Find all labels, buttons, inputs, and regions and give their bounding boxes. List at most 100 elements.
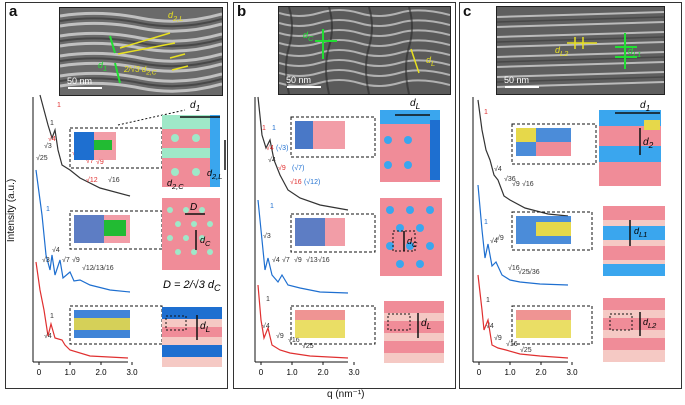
x-tick-label: 2.0: [95, 368, 107, 377]
tem-image-c: [496, 6, 665, 95]
x-tick-label: 2.0: [317, 368, 329, 377]
curve-b-mid: [257, 199, 349, 294]
sch-b-bot-dl: dL: [421, 318, 432, 331]
peak-label-b-top: √16: [290, 178, 302, 186]
sch-c-top-d1: d1: [640, 100, 651, 113]
peak-label-b-top: (√3): [276, 144, 288, 152]
tem-a-d1: d1: [98, 60, 108, 73]
peak-label-b-top: √4: [266, 144, 274, 152]
peak-label-c-mid: 1: [484, 219, 488, 226]
peak-label-b-top: 1: [272, 125, 276, 132]
peak-label-b-top: (√7): [292, 164, 304, 172]
tem-image-b: [278, 6, 451, 95]
sch-a-top-d2l: d2,L: [207, 168, 223, 181]
peak-label-a-mid: √13: [92, 264, 104, 272]
x-tick-label: 1.0: [286, 368, 298, 377]
x-axis-label: q (nm⁻¹): [327, 389, 365, 400]
tem-image-a: [59, 7, 223, 96]
axes-c: [472, 97, 568, 363]
x-tick-label: 1.0: [504, 368, 516, 377]
x-tick-label: 0: [477, 368, 482, 377]
peak-label-a-top: √12: [86, 176, 98, 184]
peak-label-a-top: 1: [50, 120, 54, 127]
panel-letter-c: c: [463, 3, 472, 20]
peak-label-a-mid: √4: [52, 246, 60, 254]
peak-label-b-mid: √9: [294, 256, 302, 264]
peak-label-c-top: √36: [504, 175, 516, 183]
peak-label-b-top: (√12): [304, 178, 320, 186]
schematic-b-bot: [290, 301, 444, 363]
peak-label-c-top: √16: [522, 180, 534, 188]
tem-c-dl2: dL2: [555, 45, 569, 58]
peak-label-a-top: √25: [36, 154, 48, 162]
tem-a-d2c: 2/√3 d2,C: [124, 65, 157, 77]
peak-label-a-top: √7: [86, 157, 94, 165]
peak-label-b-mid: √16: [318, 256, 330, 264]
panel-letter-b: b: [237, 3, 247, 20]
peak-label-c-top: 1: [484, 109, 488, 116]
tem-scale-label-b: 50 nm: [286, 75, 312, 85]
sch-a-bot-dl: dL: [200, 321, 211, 334]
peak-label-c-bot: √16: [506, 340, 518, 348]
peak-label-b-bot: √4: [262, 322, 270, 330]
peak-label-c-bot: √4: [486, 322, 494, 330]
tem-b-dc: dC: [303, 30, 314, 43]
axes-b: [254, 97, 348, 363]
peak-label-b-bot: √9: [276, 332, 284, 340]
peak-label-a-mid: √16: [102, 264, 114, 272]
curve-c-top: [477, 99, 569, 217]
schematic-c-top: [511, 110, 661, 186]
peak-label-c-mid: √25: [518, 268, 530, 276]
peak-label-b-mid: √4: [272, 256, 280, 264]
peak-label-a-mid: 1: [46, 206, 50, 213]
sch-a-mid-dc: dC: [200, 235, 211, 248]
schematic-b-top: [290, 110, 440, 182]
peak-label-b-mid: 1: [270, 203, 274, 210]
x-tick-label: 1.0: [64, 368, 76, 377]
sch-c-mid-dl1: dL1: [634, 226, 648, 239]
schematic-b-mid: [290, 198, 442, 276]
peak-label-a-mid: √3: [42, 256, 50, 264]
tem-c-dl1: dL1: [628, 46, 642, 59]
tem-a-d2l: d2,L: [168, 10, 184, 23]
peak-label-c-top: √4: [494, 165, 502, 173]
peak-label-c-bot: √9: [494, 334, 502, 342]
schematic-c-mid: [511, 206, 665, 276]
sch-a-mid-D: D: [190, 202, 198, 213]
sch-c-bot-dl2: dL2: [643, 317, 657, 330]
curve-b-top: [257, 96, 349, 211]
peak-label-a-top: √3: [44, 142, 52, 150]
x-tick-label: 0: [37, 368, 42, 377]
peak-label-a-top: 1: [57, 102, 61, 109]
peak-label-c-mid: √36: [528, 268, 540, 276]
x-tick-label: 3.0: [126, 368, 138, 377]
x-tick-label: 2.0: [535, 368, 547, 377]
schematic-a-bot: [69, 305, 222, 367]
peak-label-a-mid: √9: [72, 256, 80, 264]
curve-a-bot: [35, 261, 129, 359]
x-tick-label: 3.0: [348, 368, 360, 377]
peak-label-b-mid: √7: [282, 256, 290, 264]
tem-texture-c: [497, 7, 664, 94]
curve-c-bot: [477, 274, 569, 359]
x-tick-label: 0: [259, 368, 264, 377]
peak-label-b-top: √4: [268, 156, 276, 164]
sch-a-top-d1: d1: [190, 100, 201, 113]
peak-label-b-mid: √3: [263, 232, 271, 240]
schematic-c-bot: [511, 298, 665, 362]
tem-b-dl: dL: [426, 55, 436, 68]
tem-texture-b: [279, 7, 450, 94]
tem-texture-a: [60, 8, 222, 95]
peak-label-a-bot: 1: [50, 313, 54, 320]
tem-scale-label-a: 50 nm: [67, 76, 93, 86]
peak-label-a-mid: √12: [82, 264, 94, 272]
sch-a-eq: D = 2/√3 dC: [163, 279, 221, 294]
peak-label-a-mid: √7: [62, 256, 70, 264]
peak-label-c-bot: 1: [486, 297, 490, 304]
peak-label-c-mid: √16: [508, 264, 520, 272]
peak-label-c-top: √9: [512, 180, 520, 188]
sch-c-top-d2: d2: [643, 137, 654, 150]
peak-label-b-bot: √25: [302, 342, 314, 350]
sch-b-mid-dc: dC: [407, 236, 418, 249]
